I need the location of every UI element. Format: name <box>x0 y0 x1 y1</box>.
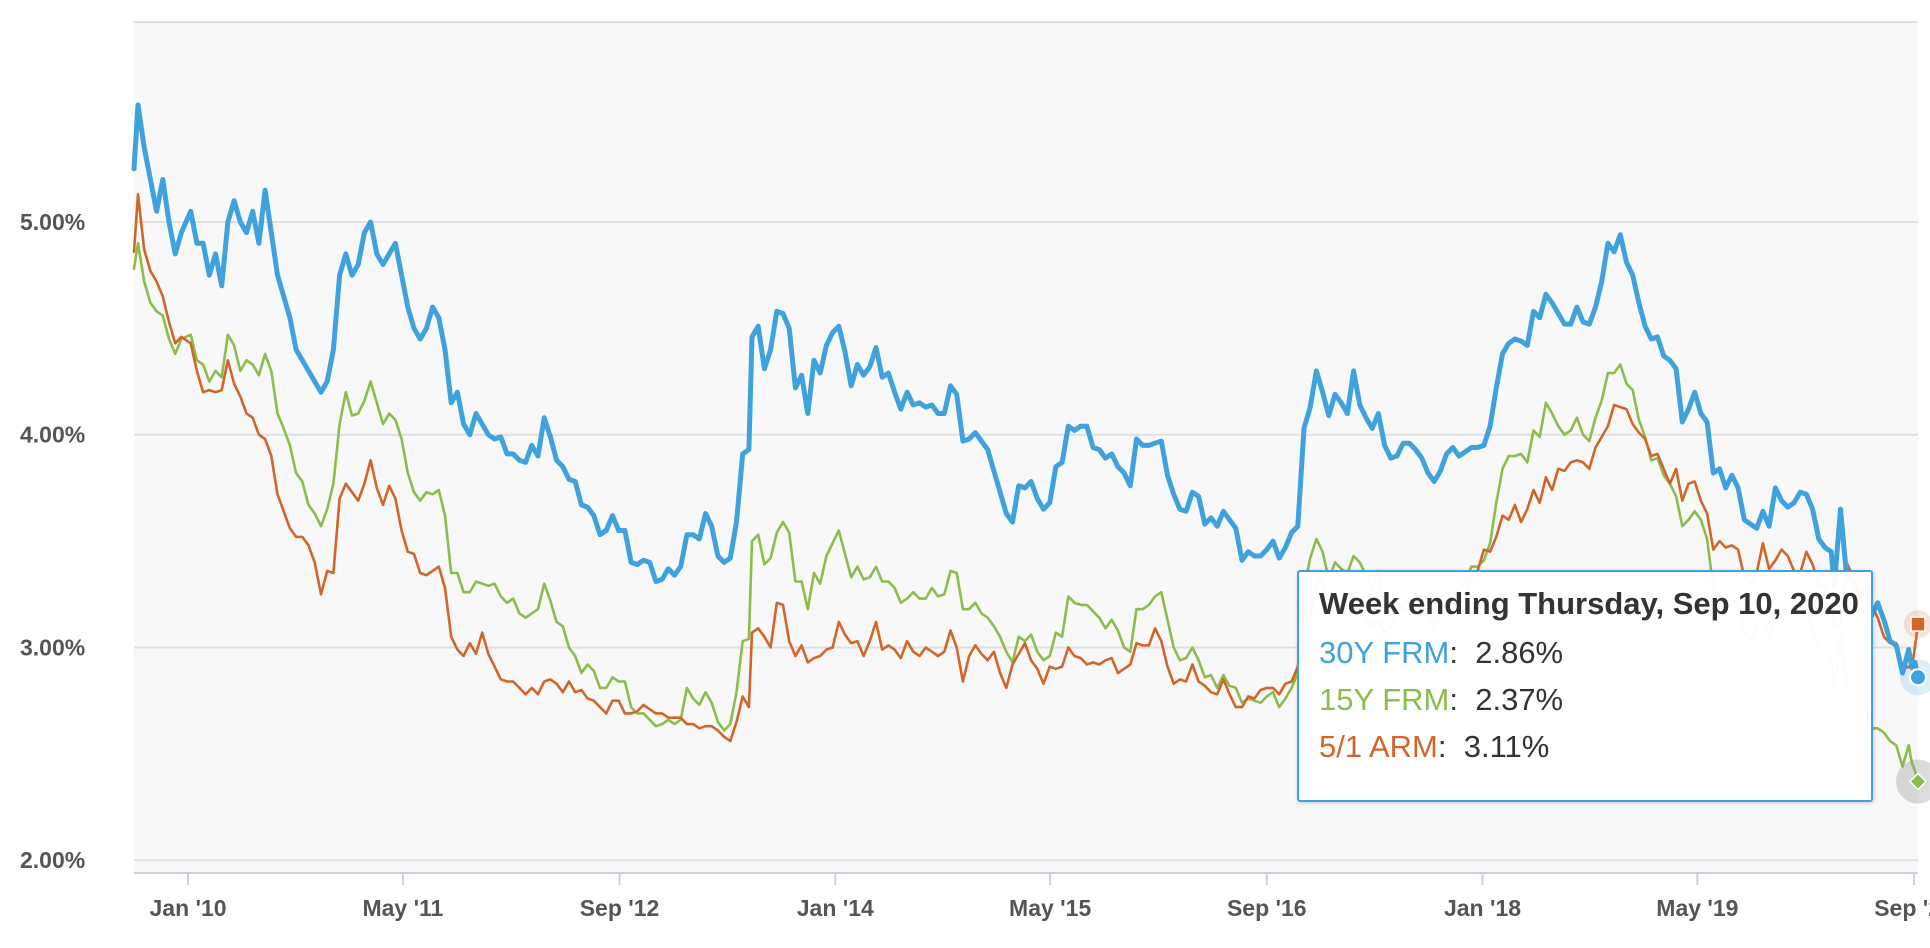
x-tick-label: Sep '20 <box>1874 895 1930 921</box>
tooltip-value: 3.11% <box>1463 729 1550 764</box>
series-line <box>132 193 1920 743</box>
series-lines[interactable] <box>131 102 1921 783</box>
tooltip-row-5-1-arm: 5/1 ARM: 3.11% <box>1319 729 1851 765</box>
x-tick-label: Jan '14 <box>797 895 874 921</box>
tooltip-separator: : <box>1449 635 1458 670</box>
marker-square <box>1910 616 1926 632</box>
y-tick-label: 5.00% <box>20 209 85 235</box>
tooltip-series-label: 30Y FRM <box>1319 635 1450 670</box>
x-tick-label: Sep '16 <box>1227 895 1307 921</box>
marker-dot <box>1909 668 1927 687</box>
y-tick-label: 3.00% <box>20 634 85 660</box>
tooltip-separator: : <box>1449 682 1458 717</box>
tooltip-value: 2.86% <box>1475 635 1564 670</box>
hover-markers <box>1896 610 1930 804</box>
tooltip-row-15y-frm: 15Y FRM: 2.37% <box>1319 682 1851 718</box>
y-tick-label: 4.00% <box>20 422 85 448</box>
tooltip-separator: : <box>1437 729 1447 764</box>
x-tick-label: May '15 <box>1009 895 1091 921</box>
y-tick-label: 2.00% <box>20 847 85 873</box>
hover-tooltip: Week ending Thursday, Sep 10, 2020 30Y F… <box>1297 570 1873 802</box>
series-line <box>132 242 1920 783</box>
tooltip-title: Week ending Thursday, Sep 10, 2020 <box>1319 586 1859 621</box>
x-tick-label: May '11 <box>362 895 443 921</box>
x-tick-label: May '19 <box>1656 895 1738 921</box>
x-tick-label: Jan '10 <box>150 895 227 921</box>
tooltip-row-30y-frm: 30Y FRM: 2.86% <box>1319 635 1851 671</box>
series-line <box>131 102 1921 680</box>
x-axis: Jan '10 May '11 Sep '12 Jan '14 May '15 Sep '… <box>134 872 1930 921</box>
marker-diamond <box>1908 772 1928 791</box>
y-axis: 2.00% 3.00% 4.00% 5.00% <box>20 209 85 873</box>
x-tick-label: Sep '12 <box>580 895 660 921</box>
tooltip-series-label: 15Y FRM <box>1319 682 1450 717</box>
tooltip-series-label: 5/1 ARM <box>1319 729 1438 764</box>
tooltip-value: 2.37% <box>1475 682 1564 717</box>
x-tick-label: Jan '18 <box>1444 895 1521 921</box>
